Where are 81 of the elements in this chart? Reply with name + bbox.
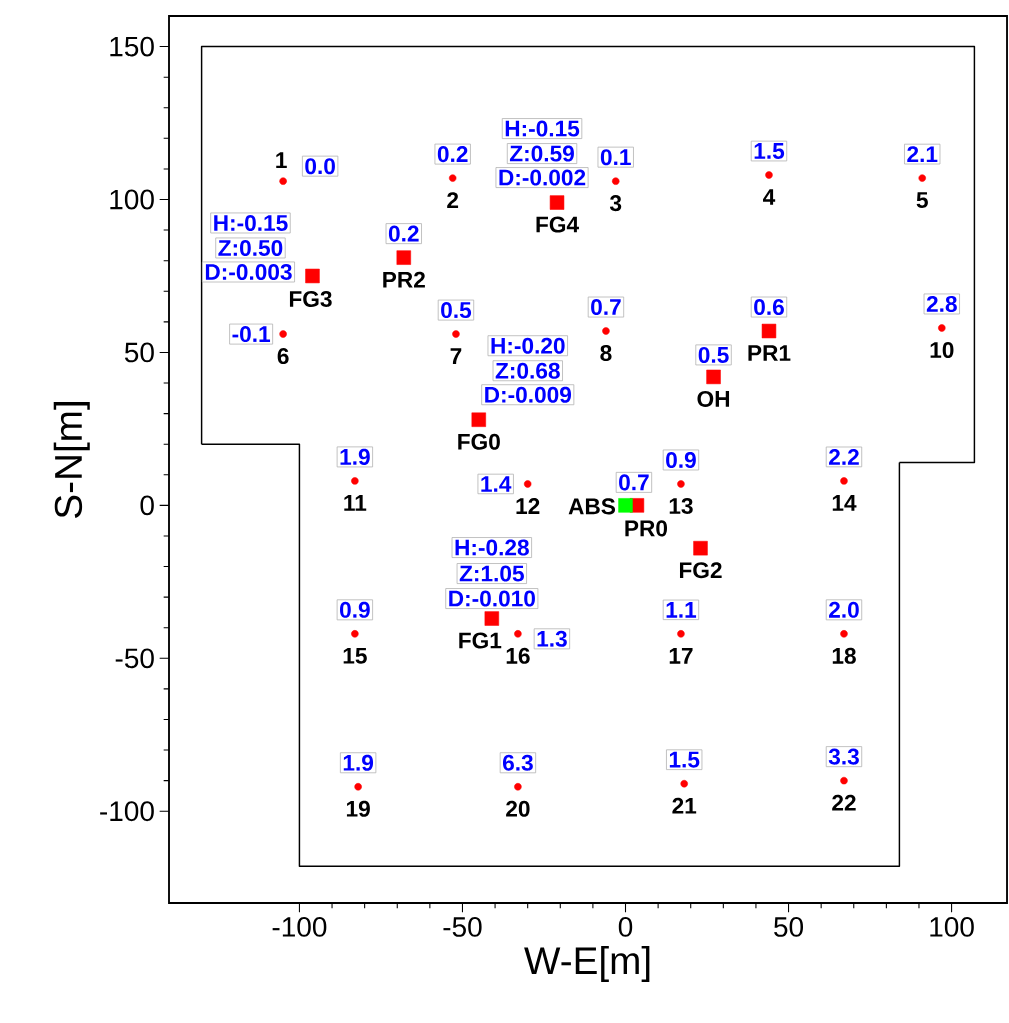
annotation: OH: [697, 390, 730, 407]
annotation: 18: [832, 647, 856, 664]
annotation: 2.2: [829, 448, 859, 465]
annotation: 16: [506, 647, 530, 664]
annotation: FG1: [459, 632, 502, 649]
annotation: Z:0.68: [495, 362, 560, 379]
annotation: 14: [832, 495, 857, 511]
annotation: 0.9: [666, 451, 696, 468]
annotation: 1.5: [669, 751, 700, 768]
y-axis-title: S-N[m]: [53, 402, 90, 518]
annotation: 20: [506, 800, 530, 817]
annotation: 0.7: [619, 474, 649, 491]
annotation: FG0: [458, 433, 500, 450]
annotation: 8: [600, 345, 612, 362]
annotation: H:-0.15: [214, 214, 288, 231]
x-tick-label: 0: [618, 917, 633, 937]
annotation: 15: [343, 647, 367, 664]
annotation: 2.8: [926, 295, 957, 312]
annotation: 21: [672, 797, 697, 814]
annotation: 2: [447, 192, 459, 209]
annotation: FG4: [536, 216, 579, 233]
annotation: 0.1: [600, 149, 631, 166]
x-tick-label: 100: [930, 917, 974, 937]
annotation: 19: [346, 800, 370, 817]
annotation: 0.5: [441, 302, 472, 319]
annotation: 1.1: [666, 602, 697, 618]
annotation: D:-0.002: [499, 169, 586, 186]
annotation: 2.1: [907, 146, 938, 163]
y-tick-label: 100: [110, 189, 154, 210]
annotation: 7: [450, 348, 462, 364]
annotation: 1.5: [754, 143, 785, 159]
x-tick-label: 50: [774, 917, 804, 937]
annotation: 0.6: [754, 299, 784, 316]
annotation: 6: [277, 348, 289, 365]
annotation: FG2: [679, 562, 722, 579]
annotation: 22: [832, 794, 856, 811]
y-tick-label: -100: [100, 801, 154, 822]
x-axis-title: W-E[m]: [524, 946, 650, 983]
annotation: H:-0.15: [505, 120, 580, 137]
y-tick-label: -50: [115, 648, 154, 669]
annotation: 0.5: [698, 346, 729, 363]
annotation: PR2: [383, 271, 425, 288]
annotation: 11: [344, 495, 367, 511]
annotation: D:-0.003: [205, 263, 292, 281]
annotation: 13: [669, 497, 693, 514]
annotation: 0.2: [437, 146, 468, 163]
annotation: 1.9: [340, 448, 370, 465]
annotation: PR0: [625, 520, 668, 537]
annotation: 1.9: [343, 754, 374, 771]
annotation: D:-0.010: [449, 590, 535, 607]
annotation: 4: [763, 189, 776, 205]
x-tick-label: -100: [272, 917, 327, 937]
x-tick-label: -50: [443, 917, 482, 937]
annotation: 2.0: [829, 601, 859, 618]
annotation: 17: [669, 648, 693, 664]
annotation: PR1: [748, 345, 791, 361]
annotation: 12: [516, 498, 540, 514]
annotation: FG3: [289, 290, 332, 308]
annotation: D:-0.009: [485, 386, 572, 403]
annotation: 1.4: [481, 476, 512, 492]
annotation: Z:1.05: [459, 565, 524, 582]
annotation: 6.3: [502, 754, 533, 771]
annotation: H:-0.28: [455, 539, 529, 556]
y-tick-label: 0: [140, 495, 154, 516]
y-tick-label: 50: [124, 342, 154, 363]
annotation: Z:0.50: [218, 239, 283, 256]
annotation: 0.0: [305, 158, 335, 175]
annotation: 3.3: [828, 748, 859, 765]
annotation: 0.9: [340, 601, 370, 618]
annotation: 0.7: [591, 299, 621, 316]
annotation: 1.3: [537, 630, 567, 647]
annotation: 1: [276, 152, 287, 168]
annotation: 0.2: [388, 225, 419, 242]
y-tick-label: 150: [110, 36, 154, 57]
annotation: ABS: [568, 498, 616, 515]
annotation: Z:0.59: [509, 145, 574, 162]
annotation: 5: [916, 192, 928, 209]
annotation: -0.1: [232, 326, 271, 343]
annotation: H:-0.20: [491, 337, 565, 354]
annotation: 3: [609, 195, 622, 212]
annotation: 10: [930, 341, 954, 358]
